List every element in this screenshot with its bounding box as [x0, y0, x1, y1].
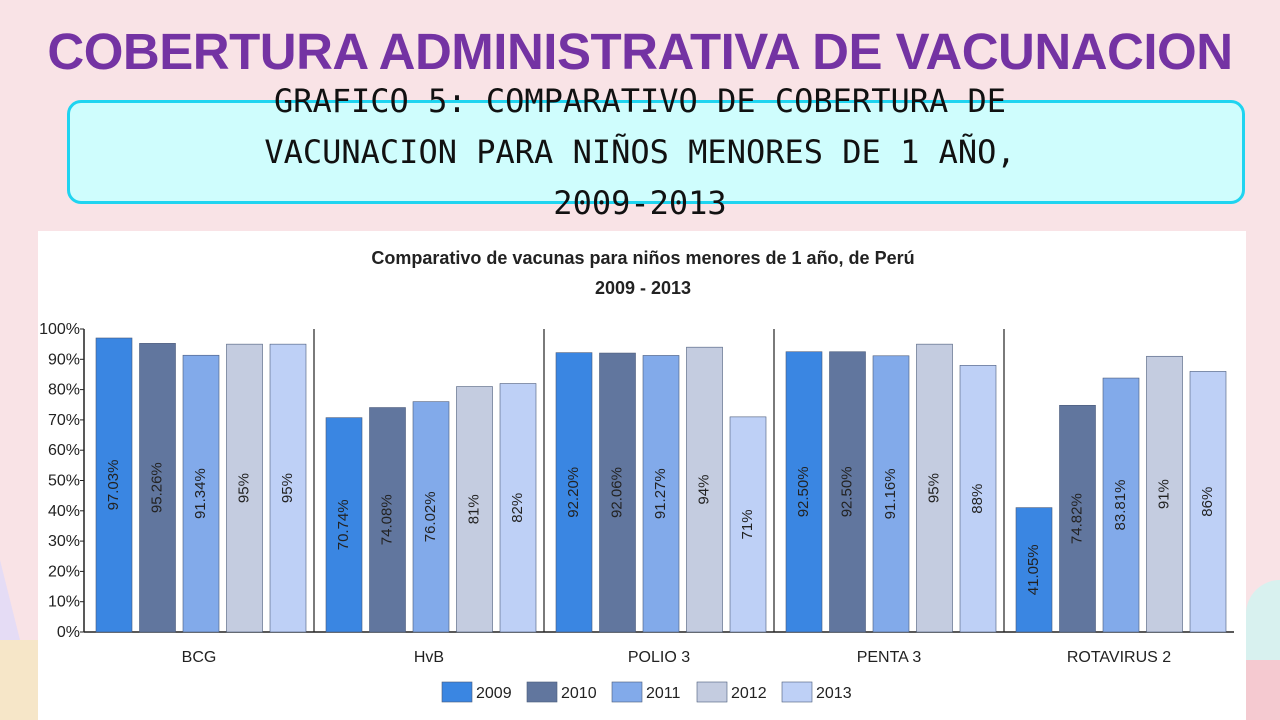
data-label: 82% [509, 493, 526, 523]
bar [1015, 507, 1053, 633]
data-label: 91.27% [652, 468, 669, 519]
chart-subtitle: 2009 - 2013 [595, 278, 691, 298]
bar [369, 407, 406, 633]
category-label: POLIO 3 [628, 649, 690, 666]
bar [1102, 377, 1140, 633]
bar [785, 351, 823, 633]
bar [1146, 355, 1183, 633]
data-label: 41.05% [1025, 544, 1042, 595]
legend-swatch [611, 681, 643, 703]
y-tick-label: 20% [48, 563, 80, 580]
legend-swatch [441, 681, 473, 703]
legend-label: 2010 [561, 685, 597, 702]
decorative-shape [1246, 660, 1280, 720]
y-tick-label: 50% [48, 473, 80, 490]
y-tick-label: 100% [39, 321, 80, 338]
data-label: 92.06% [608, 467, 625, 518]
chart-title: Comparativo de vacunas para niños menore… [371, 248, 914, 268]
data-label: 83.81% [1112, 480, 1129, 531]
y-tick-label: 30% [48, 533, 80, 550]
subtitle-box [67, 100, 1245, 204]
bar-chart: Comparativo de vacunas para niños menore… [39, 248, 1234, 703]
data-label: 88% [969, 484, 986, 514]
y-tick-label: 40% [48, 503, 80, 520]
bar [95, 337, 133, 633]
data-label: 92.20% [565, 467, 582, 518]
data-label: 91.16% [882, 468, 899, 519]
category-label: HvB [414, 649, 444, 666]
legend-swatch [696, 681, 728, 703]
chart-panel: Comparativo de vacunas para niños menore… [38, 231, 1246, 720]
bar [1189, 371, 1227, 633]
bar [916, 343, 953, 633]
data-label: 74.82% [1068, 493, 1085, 544]
bar [412, 401, 450, 633]
y-tick-label: 10% [48, 594, 80, 611]
data-label: 95% [279, 473, 296, 503]
data-label: 95.26% [148, 462, 165, 513]
legend-swatch [526, 681, 558, 703]
legend-label: 2013 [816, 685, 852, 702]
bar [325, 417, 363, 633]
legend-swatch [781, 681, 813, 703]
bar [829, 351, 866, 633]
bar [555, 352, 593, 633]
data-label: 95% [925, 473, 942, 503]
bar [642, 355, 680, 633]
bar [686, 346, 723, 633]
data-label: 74.08% [378, 494, 395, 545]
data-label: 86% [1199, 487, 1216, 517]
bar [599, 352, 636, 633]
bar [499, 383, 537, 633]
data-label: 76.02% [422, 491, 439, 542]
data-label: 91.34% [192, 468, 209, 519]
category-label: ROTAVIRUS 2 [1067, 649, 1171, 666]
slide-subtitle: GRAFICO 5: COMPARATIVO DE COBERTURA DE V… [264, 82, 1016, 222]
bar [872, 355, 910, 633]
legend-label: 2012 [731, 685, 767, 702]
bar [182, 354, 220, 633]
bar [1059, 404, 1096, 633]
y-tick-label: 90% [48, 351, 80, 368]
bar [959, 365, 997, 633]
category-label: PENTA 3 [857, 649, 922, 666]
data-label: 92.50% [795, 466, 812, 517]
legend-label: 2011 [646, 685, 681, 702]
data-label: 91% [1155, 479, 1172, 509]
category-label: BCG [182, 649, 217, 666]
data-label: 95% [235, 473, 252, 503]
data-label: 71% [739, 509, 756, 539]
data-label: 94% [695, 475, 712, 505]
bar [139, 343, 176, 633]
data-label: 81% [465, 494, 482, 524]
y-tick-label: 70% [48, 412, 80, 429]
data-label: 92.50% [838, 466, 855, 517]
y-tick-label: 60% [48, 442, 80, 459]
bar [269, 343, 307, 633]
data-label: 97.03% [105, 460, 122, 511]
data-label: 70.74% [335, 499, 352, 550]
legend-label: 2009 [476, 685, 512, 702]
y-tick-label: 80% [48, 382, 80, 399]
bar [729, 416, 767, 633]
bar [456, 386, 493, 633]
decorative-shape [0, 640, 40, 720]
y-tick-label: 0% [57, 624, 80, 641]
bar [226, 343, 263, 633]
slide-title: COBERTURA ADMINISTRATIVA DE VACUNACION [47, 23, 1233, 80]
